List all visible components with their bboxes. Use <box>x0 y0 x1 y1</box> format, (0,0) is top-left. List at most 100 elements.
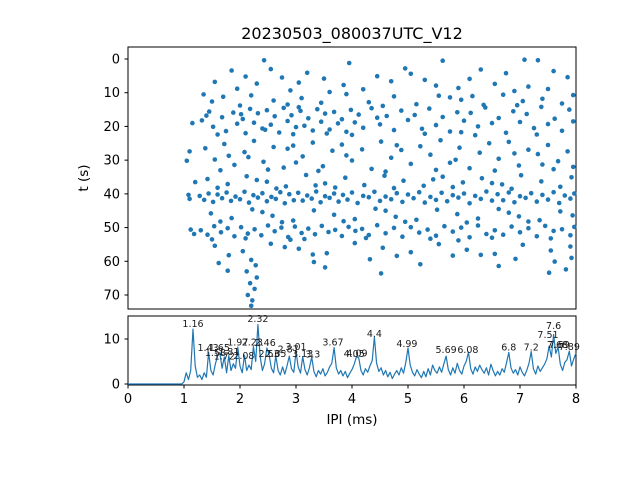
scatter-point <box>383 231 388 236</box>
scatter-point <box>483 105 488 110</box>
scatter-point <box>326 229 331 235</box>
scatter-point <box>366 232 372 238</box>
peak-annotation: 1.58 <box>205 348 226 359</box>
scatter-point <box>412 112 418 118</box>
scatter-point <box>492 81 498 87</box>
scatter-point <box>492 228 498 233</box>
scatter-point <box>356 112 362 117</box>
scatter-point <box>458 129 464 135</box>
scatter-point <box>542 223 548 229</box>
scatter-point <box>210 124 216 130</box>
scatter-point <box>232 162 237 168</box>
peak-annotation: 7.2 <box>524 343 539 354</box>
scatter-point <box>292 224 298 229</box>
scatter-point <box>558 209 563 214</box>
scatter-point <box>208 211 214 216</box>
scatter-point <box>489 180 495 186</box>
scatter-point <box>281 105 287 111</box>
scatter-point <box>312 232 318 237</box>
scatter-point <box>467 76 472 82</box>
scatter-point <box>382 173 387 178</box>
scatter-point <box>190 120 195 126</box>
scatter-point <box>288 88 293 93</box>
scatter-point <box>265 223 271 228</box>
scatter-point <box>433 233 439 238</box>
scatter-point <box>296 104 302 110</box>
top-plot-frame <box>127 46 577 310</box>
scatter-point <box>496 115 502 121</box>
scatter-point <box>245 231 251 236</box>
peak-annotation: 3.3 <box>305 349 320 360</box>
scatter-point <box>290 218 296 223</box>
scatter-point <box>285 146 290 151</box>
scatter-point <box>506 139 512 145</box>
scatter-point <box>468 110 474 116</box>
scatter-point <box>425 227 430 232</box>
y-tick-label: 10 <box>103 333 120 348</box>
scatter-point <box>512 88 517 94</box>
scatter-point <box>240 248 246 254</box>
scatter-point <box>401 178 406 183</box>
scatter-point <box>440 114 446 120</box>
scatter-point <box>399 108 404 113</box>
scatter-point <box>330 148 335 153</box>
scatter-point <box>273 196 279 202</box>
scatter-point <box>218 230 224 235</box>
scatter-point <box>293 160 299 165</box>
scatter-point <box>570 119 576 124</box>
y-tick-label: 50 <box>103 221 120 236</box>
scatter-point <box>224 190 229 195</box>
scatter-point <box>526 84 531 89</box>
scatter-point <box>506 210 512 215</box>
scatter-point <box>232 234 237 239</box>
scatter-point <box>458 225 464 230</box>
scatter-point <box>572 191 577 196</box>
scatter-point <box>540 96 545 102</box>
scatter-point <box>300 198 306 203</box>
scatter-point <box>340 192 346 198</box>
top-plot-y-axis-ticks: 0 10 20 30 40 50 60 70 <box>103 53 128 304</box>
scatter-point <box>475 223 481 228</box>
scatter-point <box>572 224 577 230</box>
scatter-point <box>526 147 531 152</box>
scatter-point <box>565 149 570 154</box>
scatter-point <box>316 168 321 174</box>
y-tick-label: 0 <box>112 378 120 393</box>
scatter-point <box>391 127 397 133</box>
scatter-point <box>219 115 225 120</box>
scatter-point <box>568 244 573 249</box>
scatter-point <box>436 93 442 98</box>
scatter-point <box>260 209 265 215</box>
peak-annotation: 1.16 <box>182 319 203 330</box>
scatter-point <box>570 213 575 218</box>
scatter-point <box>339 233 345 239</box>
scatter-point <box>556 200 562 206</box>
scatter-point <box>229 215 234 221</box>
scatter-point <box>496 156 502 162</box>
scatter-point <box>310 140 316 145</box>
scatter-point <box>408 161 414 167</box>
scatter-point <box>534 199 540 204</box>
y-tick-label: 70 <box>103 289 120 304</box>
scatter-point <box>259 233 264 238</box>
scatter-point <box>279 75 285 80</box>
scatter-point <box>517 230 523 235</box>
scatter-point <box>304 70 310 76</box>
scatter-point <box>450 192 456 198</box>
scatter-point <box>296 80 302 85</box>
scatter-point <box>261 159 266 165</box>
scatter-point <box>477 150 483 155</box>
scatter-point <box>199 118 205 123</box>
scatter-point <box>293 124 299 130</box>
scatter-point <box>359 226 365 232</box>
scatter-point <box>313 189 319 194</box>
scatter-point <box>467 165 472 171</box>
scatter-point <box>237 103 243 108</box>
scatter-point <box>433 167 439 173</box>
scatter-point <box>341 82 346 88</box>
scatter-point <box>545 86 551 92</box>
scatter-point <box>526 219 531 224</box>
ipi-line <box>128 324 577 385</box>
scatter-point <box>306 116 311 121</box>
scatter-point <box>318 100 324 106</box>
